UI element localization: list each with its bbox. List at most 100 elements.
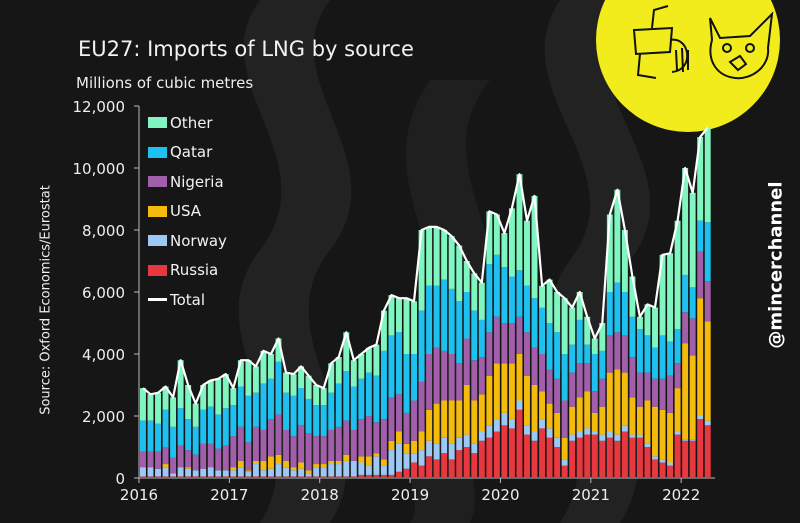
bar-segment-qatar bbox=[554, 332, 561, 379]
bar-segment-usa bbox=[328, 460, 335, 465]
bar-segment-norway bbox=[599, 434, 606, 441]
legend: Other Qatar Nigeria USA Norway Russia To… bbox=[148, 108, 227, 315]
bar-segment-qatar bbox=[478, 319, 485, 358]
bar-segment-nigeria bbox=[569, 372, 576, 407]
legend-label: Nigeria bbox=[170, 172, 224, 191]
legend-swatch bbox=[148, 264, 167, 276]
bar-segment-usa bbox=[380, 459, 387, 466]
bar-segment-qatar bbox=[252, 392, 259, 427]
bar-segment-usa bbox=[636, 406, 643, 435]
bar-segment-norway bbox=[644, 443, 651, 447]
bar-segment-qatar bbox=[245, 395, 252, 443]
bar-segment-other bbox=[471, 273, 478, 311]
bar-segment-russia bbox=[162, 476, 169, 478]
bar-segment-qatar bbox=[411, 354, 418, 401]
bar-segment-other bbox=[606, 214, 613, 292]
bar-segment-usa bbox=[561, 437, 568, 460]
bar-segment-russia bbox=[380, 474, 387, 478]
bar-segment-norway bbox=[313, 467, 320, 477]
legend-label: Qatar bbox=[170, 143, 213, 162]
bar-segment-norway bbox=[358, 462, 365, 475]
bar-segment-nigeria bbox=[644, 372, 651, 401]
bar-segment-qatar bbox=[652, 347, 658, 379]
bar-segment-russia bbox=[606, 437, 613, 478]
bar-segment-other bbox=[358, 354, 365, 379]
bar-segment-norway bbox=[576, 431, 583, 438]
bar-segment-russia bbox=[320, 476, 327, 478]
bar-segment-norway bbox=[170, 473, 177, 477]
legend-item-qatar: Qatar bbox=[148, 138, 227, 168]
bar-segment-nigeria bbox=[524, 332, 530, 376]
bar-segment-nigeria bbox=[659, 378, 666, 410]
bar-segment-other bbox=[335, 357, 342, 384]
bar-segment-norway bbox=[606, 431, 613, 438]
bar-segment-usa bbox=[162, 464, 169, 468]
bar-segment-usa bbox=[569, 406, 576, 435]
bar-segment-nigeria bbox=[591, 391, 598, 413]
bar-segment-nigeria bbox=[704, 281, 711, 322]
bar-segment-russia bbox=[682, 440, 689, 478]
bar-segment-russia bbox=[569, 440, 576, 478]
bar-segment-norway bbox=[448, 443, 455, 460]
bar-segment-other bbox=[493, 214, 500, 255]
bar-segment-nigeria bbox=[546, 369, 553, 404]
bar-segment-nigeria bbox=[320, 436, 327, 465]
bar-segment-qatar bbox=[237, 386, 244, 427]
bar-segment-usa bbox=[644, 400, 651, 444]
bar-segment-other bbox=[561, 298, 568, 354]
bar-segment-norway bbox=[343, 460, 350, 477]
bar-segment-usa bbox=[396, 431, 402, 444]
bar-segment-nigeria bbox=[358, 419, 365, 457]
bar-segment-norway bbox=[298, 468, 305, 477]
bar-segment-qatar bbox=[606, 292, 613, 336]
bar-segment-usa bbox=[554, 412, 561, 438]
bar-segment-norway bbox=[569, 434, 576, 441]
bar-segment-qatar bbox=[704, 222, 711, 282]
bar-segment-norway bbox=[636, 434, 643, 438]
bar-segment-nigeria bbox=[313, 436, 320, 465]
bar-segment-nigeria bbox=[328, 429, 335, 461]
bar-segment-usa bbox=[237, 460, 244, 468]
bar-segment-norway bbox=[155, 468, 161, 477]
bar-segment-qatar bbox=[463, 292, 470, 339]
bar-segment-other bbox=[501, 233, 508, 268]
bar-segment-norway bbox=[207, 467, 214, 477]
bar-segment-nigeria bbox=[689, 318, 696, 356]
bar-segment-norway bbox=[471, 443, 478, 454]
bar-segment-other bbox=[441, 230, 448, 280]
bar-segment-other bbox=[456, 245, 463, 302]
bar-segment-norway bbox=[659, 459, 666, 463]
bar-segment-norway bbox=[418, 450, 425, 466]
bar-segment-nigeria bbox=[215, 448, 222, 471]
bar-segment-nigeria bbox=[140, 451, 146, 468]
bar-segment-russia bbox=[697, 419, 704, 478]
bar-segment-qatar bbox=[140, 420, 146, 452]
legend-item-total: Total bbox=[148, 285, 227, 315]
bar-segment-nigeria bbox=[456, 363, 463, 401]
bar-segment-russia bbox=[426, 456, 433, 478]
bar-segment-usa bbox=[418, 431, 425, 451]
bar-segment-qatar bbox=[591, 354, 598, 392]
bar-segment-norway bbox=[456, 437, 463, 451]
bar-segment-russia bbox=[463, 447, 470, 478]
bar-segment-norway bbox=[230, 470, 237, 477]
bar-segment-qatar bbox=[268, 378, 274, 420]
bar-segment-usa bbox=[516, 354, 523, 401]
meat-grinder-icon bbox=[632, 5, 689, 79]
bar-segment-other bbox=[207, 380, 214, 407]
legend-item-usa: USA bbox=[148, 197, 227, 227]
cat-face-icon bbox=[709, 11, 774, 80]
bar-segment-norway bbox=[674, 431, 681, 435]
bar-segment-russia bbox=[531, 440, 538, 478]
bar-segment-usa bbox=[343, 454, 350, 461]
bar-segment-norway bbox=[328, 464, 335, 477]
bar-segment-norway bbox=[524, 425, 530, 435]
bar-segment-russia bbox=[652, 459, 658, 478]
bar-segment-russia bbox=[599, 440, 606, 478]
bar-segment-russia bbox=[170, 476, 177, 478]
channel-handle: @mincerchannel bbox=[765, 181, 787, 349]
x-tick-label: 2016 bbox=[120, 486, 158, 504]
bar-segment-russia bbox=[275, 476, 282, 478]
bar-segment-other bbox=[697, 137, 704, 221]
bar-segment-other bbox=[689, 192, 696, 288]
